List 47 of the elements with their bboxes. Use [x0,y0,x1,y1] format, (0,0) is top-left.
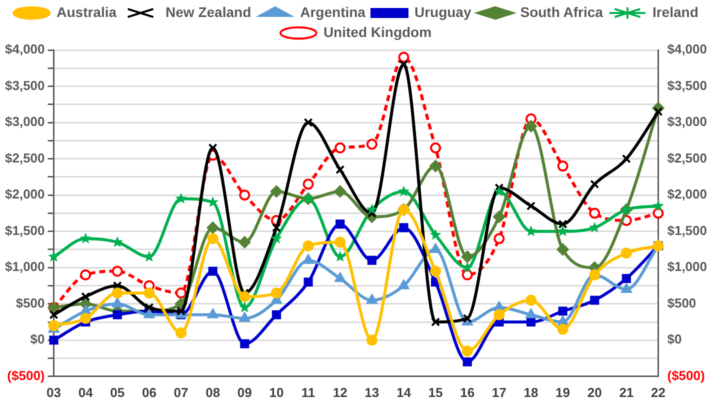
y-tick-label: $0 [30,332,45,347]
x-tick-label: 20 [587,384,602,400]
x-tick-label: 14 [396,384,412,400]
y2-tick-label: $1,000 [667,259,708,274]
y2-tick-label: $0 [667,332,682,347]
y2-tick-label: $1,500 [667,222,708,238]
y-tick-label: $3,000 [4,114,45,130]
y-tick-label: $1,000 [4,259,45,274]
x-tick-label: 03 [46,384,61,400]
x-tick-label: 22 [651,384,666,400]
x-tick-label: 16 [460,384,475,400]
y-tick-label: $4,000 [4,42,45,57]
x-tick-label: 17 [492,384,506,400]
y2-tick-label: $2,500 [667,150,708,166]
x-tick-label: 09 [237,384,252,400]
y2-tick-label: $4,000 [667,42,708,57]
y-tick-label: $500 [16,295,45,310]
x-tick-label: 19 [556,384,570,400]
y-tick-label: ($500) [7,368,45,383]
legend-label: New Zealand [166,4,252,20]
legend-label: Ireland [652,4,698,20]
legend-label: United Kingdom [323,24,432,40]
y-tick-label: $2,000 [4,186,45,202]
x-tick-label: 04 [78,384,94,400]
x-tick-label: 11 [301,384,316,400]
y2-tick-label: $3,000 [667,114,708,130]
x-tick-label: 07 [174,384,188,400]
legend-label: Argentina [300,4,366,20]
y2-tick-label: $2,000 [667,186,708,202]
x-tick-label: 18 [524,384,538,400]
legend-label: Australia [56,4,117,20]
y-tick-label: $1,500 [4,222,45,238]
legend-label: South Africa [520,4,604,20]
x-tick-label: 15 [428,384,443,400]
y2-tick-label: $3,500 [667,78,708,93]
x-tick-label: 06 [142,384,156,400]
x-tick-label: 08 [206,384,220,400]
y-tick-label: $3,500 [4,78,45,93]
x-tick-label: 05 [110,384,125,400]
legend-label: Uruguay [414,4,472,20]
y2-tick-label: ($500) [667,368,705,383]
x-tick-label: 12 [332,384,348,400]
x-tick-label: 21 [619,384,634,400]
y-tick-label: $2,500 [4,150,45,166]
x-tick-label: 10 [269,384,284,400]
x-tick-label: 13 [364,384,380,400]
y2-tick-label: $500 [667,295,696,310]
